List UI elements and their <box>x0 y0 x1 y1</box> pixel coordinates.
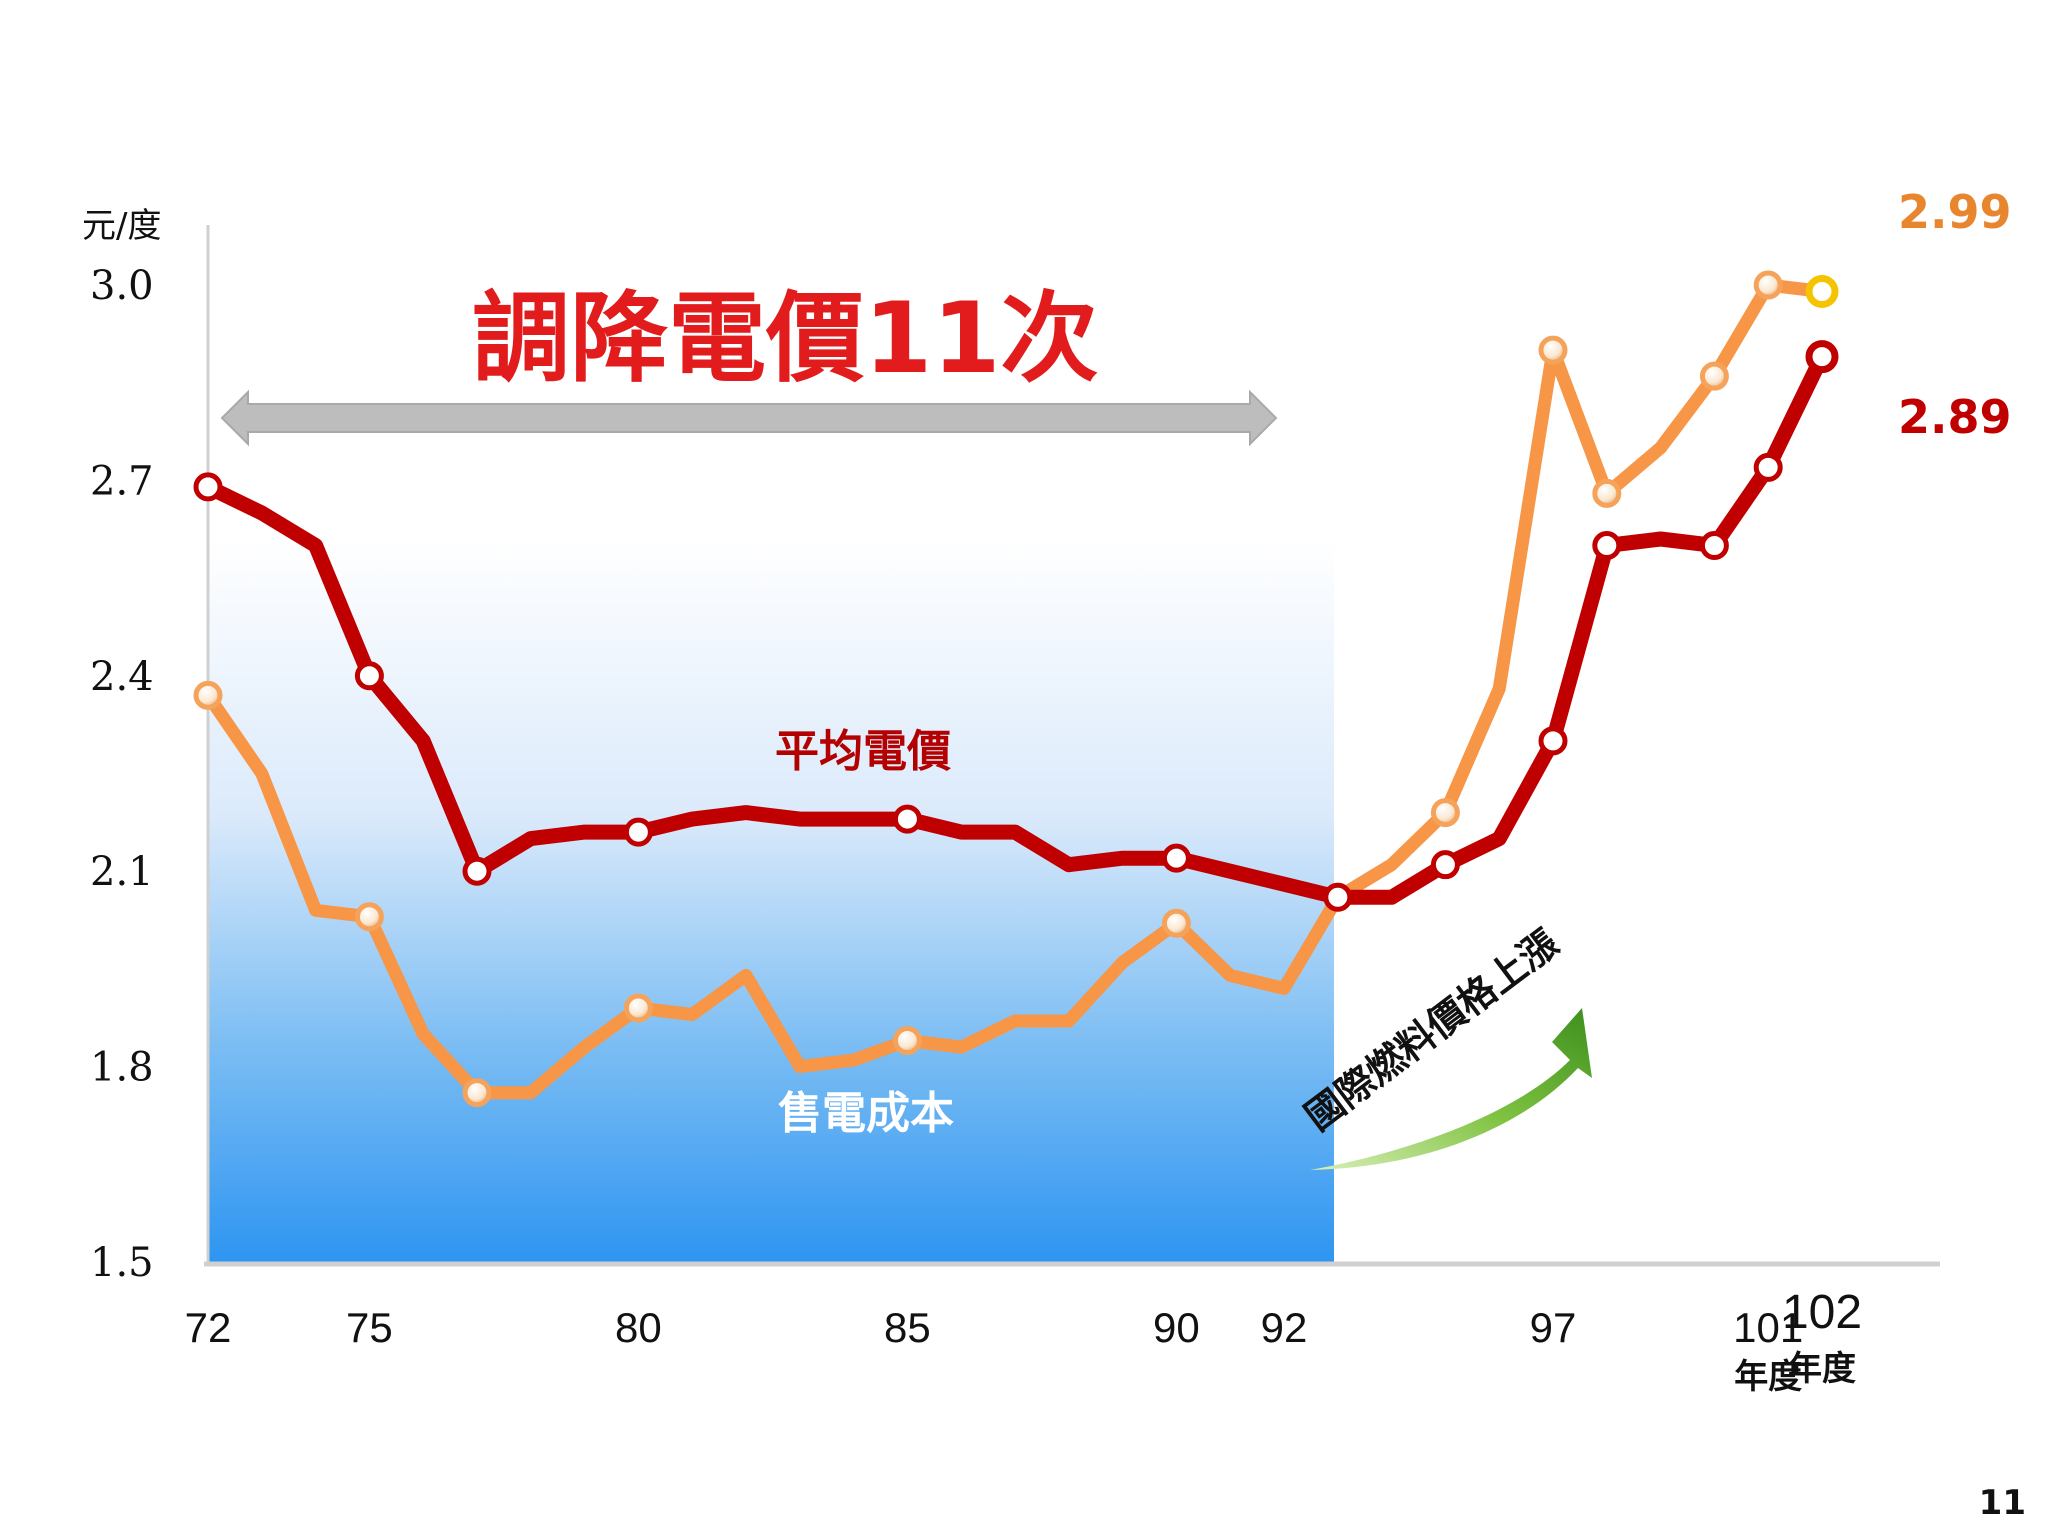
data-point-cost <box>892 1026 922 1056</box>
rising-trend-arrow <box>1310 1008 1592 1170</box>
data-point-average-price <box>892 804 922 834</box>
data-point-cost <box>1699 361 1729 391</box>
x-tick-label: 72 <box>185 1304 232 1351</box>
headline-price-cuts: 調降電價11次 <box>472 282 1098 396</box>
x-tick-label: 85 <box>884 1304 931 1351</box>
x-tick-sublabel: 年度 <box>1734 1357 1802 1397</box>
data-point-average-price <box>1323 882 1353 912</box>
x-tick-label: 90 <box>1153 1304 1200 1351</box>
data-point-average-price <box>1430 850 1460 880</box>
y-tick-label: 1.5 <box>90 1240 154 1286</box>
y-tick-label: 1.8 <box>90 1045 154 1091</box>
x-tick-label: 92 <box>1261 1304 1308 1351</box>
page-number: 11 <box>1979 1483 2026 1523</box>
y-tick-label: 2.4 <box>90 654 154 700</box>
data-point-average-price <box>623 817 653 847</box>
data-point-cost <box>354 902 384 932</box>
y-tick-label: 2.1 <box>90 849 154 895</box>
data-point-cost <box>623 993 653 1023</box>
y-axis-unit-label: 元/度 <box>82 206 161 246</box>
data-point-cost <box>462 1078 492 1108</box>
series-label-average-price: 平均電價 <box>775 726 951 777</box>
end-point-average-price <box>1805 340 1839 374</box>
x-tick-label: 97 <box>1530 1304 1577 1351</box>
data-point-cost <box>1753 270 1783 300</box>
series-layer <box>193 270 1839 1108</box>
series-label-cost: 售電成本 <box>778 1088 954 1139</box>
data-point-average-price <box>1161 843 1191 873</box>
x-tick-label: 102 <box>1782 1286 1862 1339</box>
y-tick-label: 2.7 <box>90 458 154 504</box>
x-tick-label: 75 <box>346 1304 393 1351</box>
end-value-label-cost: 2.99 <box>1898 185 2012 239</box>
price-cut-period-background <box>208 540 1334 1262</box>
y-tick-label: 3.0 <box>90 263 154 309</box>
data-point-average-price <box>1699 531 1729 561</box>
data-point-cost <box>1430 798 1460 828</box>
x-tick-sublabel: 年度 <box>1788 1349 1856 1389</box>
data-point-average-price <box>1753 452 1783 482</box>
data-point-cost <box>1592 478 1622 508</box>
data-point-average-price <box>462 856 492 886</box>
y-tick-labels: 3.0 2.7 2.4 2.1 1.8 1.5 <box>90 263 154 1286</box>
period-double-arrow <box>220 389 1278 447</box>
data-point-average-price <box>193 472 223 502</box>
data-point-average-price <box>1592 531 1622 561</box>
data-point-cost <box>1161 908 1191 938</box>
data-point-average-price <box>1538 726 1568 756</box>
data-point-cost <box>1538 335 1568 365</box>
x-tick-label: 80 <box>615 1304 662 1351</box>
data-point-average-price <box>354 661 384 691</box>
data-point-cost <box>193 680 223 710</box>
end-value-label-average-price: 2.89 <box>1898 390 2012 444</box>
end-point-cost <box>1805 275 1839 309</box>
x-tick-label: 101 <box>1733 1304 1803 1351</box>
